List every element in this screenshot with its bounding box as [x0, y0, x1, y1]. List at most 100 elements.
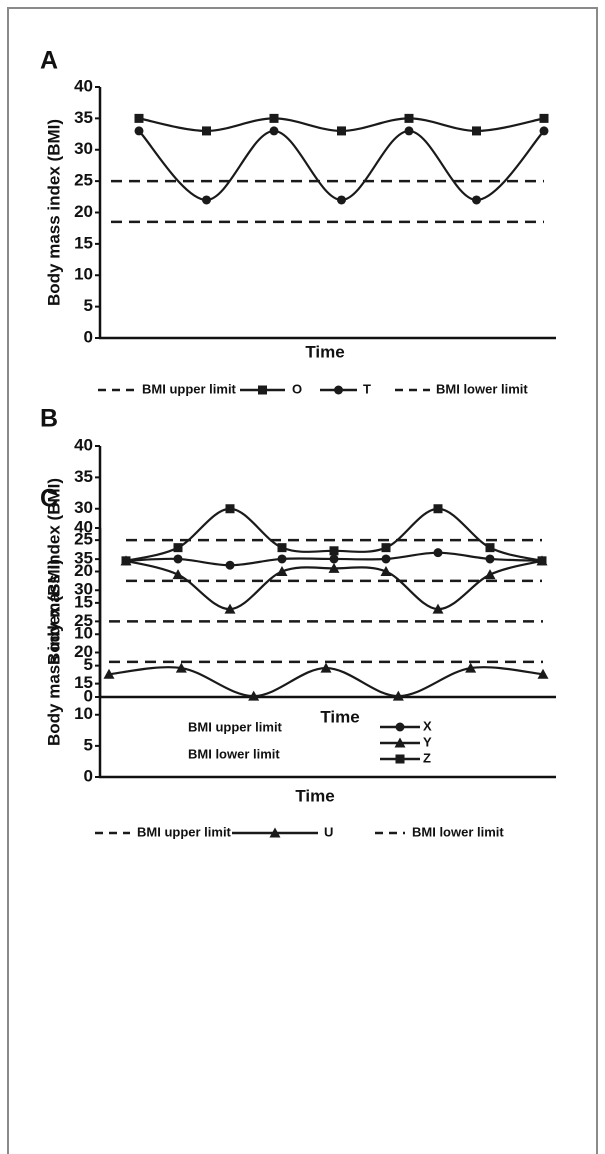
marker-square [202, 126, 211, 136]
panel-label: B [40, 405, 58, 433]
marker-circle [395, 722, 405, 732]
marker-square [269, 113, 279, 123]
marker-triangle [380, 566, 392, 576]
y-tick-label: 0 [84, 327, 93, 346]
legend-label: U [324, 824, 333, 839]
y-tick-label: 30 [74, 139, 93, 158]
y-tick-label: 5 [84, 655, 93, 674]
marker-square [433, 504, 443, 514]
y-tick-label: 5 [84, 296, 93, 315]
y-axis-title: Body mass index (BMI) [44, 478, 63, 665]
y-axis-title: Body mass index (BMI) [44, 119, 63, 306]
marker-circle [337, 195, 346, 205]
y-tick-label: 35 [74, 467, 93, 486]
series-line [138, 129, 545, 202]
marker-circle [404, 126, 414, 136]
y-tick-label: 30 [74, 498, 93, 517]
y-tick-label: 20 [74, 202, 93, 221]
marker-square [121, 556, 131, 566]
marker-square [277, 543, 287, 553]
y-tick-label: 15 [74, 673, 93, 692]
marker-square [381, 543, 391, 553]
marker-square [337, 126, 346, 136]
y-tick-label: 35 [74, 549, 93, 568]
marker-triangle [537, 668, 549, 679]
legend-label: BMI lower limit [412, 824, 504, 839]
marker-circle [225, 560, 235, 570]
marker-square [537, 556, 547, 566]
marker-circle [173, 554, 183, 564]
y-tick-label: 25 [74, 530, 93, 549]
legend-label: Z [423, 750, 431, 765]
marker-triangle [392, 690, 404, 701]
y-tick-label: 10 [74, 624, 93, 643]
marker-triangle [320, 662, 332, 673]
y-tick-label: 0 [84, 766, 93, 785]
y-tick-label: 40 [74, 435, 93, 454]
y-tick-label: 40 [74, 76, 93, 95]
marker-circle [277, 554, 287, 564]
legend-label: BMI lower limit [188, 746, 280, 761]
y-tick-label: 25 [74, 611, 93, 630]
legend-label: T [363, 381, 371, 396]
y-tick-label: 15 [74, 592, 93, 611]
y-tick-label: 10 [74, 704, 93, 723]
legend-label: Y [423, 734, 432, 749]
marker-triangle [224, 603, 236, 614]
marker-square [173, 543, 183, 553]
marker-circle [334, 385, 343, 395]
marker-triangle [432, 603, 444, 614]
legend-label: BMI upper limit [137, 824, 232, 839]
marker-triangle [465, 662, 477, 673]
marker-square [258, 385, 267, 395]
marker-square [472, 126, 481, 136]
marker-circle [485, 554, 495, 564]
x-axis-title: Time [305, 342, 344, 361]
y-tick-label: 5 [84, 735, 93, 754]
marker-triangle [103, 668, 115, 679]
marker-triangle [175, 662, 187, 673]
y-axis-title: Body mass index (BMI) [44, 559, 63, 746]
marker-triangle [269, 827, 281, 838]
y-tick-label: 35 [74, 108, 93, 127]
y-tick-label: 20 [74, 642, 93, 661]
y-tick-label: 40 [74, 517, 93, 536]
marker-circle [381, 554, 391, 564]
y-tick-label: 0 [84, 686, 93, 705]
x-axis-title: Time [295, 786, 334, 805]
marker-circle [134, 126, 144, 136]
marker-triangle [394, 737, 406, 748]
panel-label: C [40, 485, 58, 513]
y-tick-label: 25 [74, 171, 93, 190]
marker-square [395, 754, 405, 764]
frame [7, 7, 598, 1154]
legend-label: BMI lower limit [436, 381, 528, 396]
marker-square [404, 113, 414, 123]
legend-label: BMI upper limit [188, 719, 283, 734]
marker-triangle [328, 562, 340, 573]
marker-triangle [248, 690, 260, 701]
marker-circle [472, 195, 481, 205]
marker-square [134, 113, 144, 123]
marker-square [485, 543, 495, 553]
legend-label: O [292, 381, 302, 396]
marker-square [225, 504, 235, 514]
marker-circle [433, 548, 443, 558]
panel-label: A [40, 47, 58, 75]
y-tick-label: 30 [74, 580, 93, 599]
marker-circle [202, 195, 211, 205]
marker-circle [269, 126, 279, 136]
marker-triangle [172, 569, 184, 580]
y-tick-label: 10 [74, 265, 93, 284]
marker-square [539, 113, 549, 123]
legend-label: BMI upper limit [142, 381, 237, 396]
marker-square [329, 546, 339, 556]
marker-circle [539, 126, 549, 136]
y-tick-label: 15 [74, 233, 93, 252]
marker-triangle [484, 569, 496, 580]
y-tick-label: 20 [74, 561, 93, 580]
marker-triangle [276, 566, 288, 576]
x-axis-title: Time [320, 707, 359, 726]
marker-circle [329, 554, 339, 564]
